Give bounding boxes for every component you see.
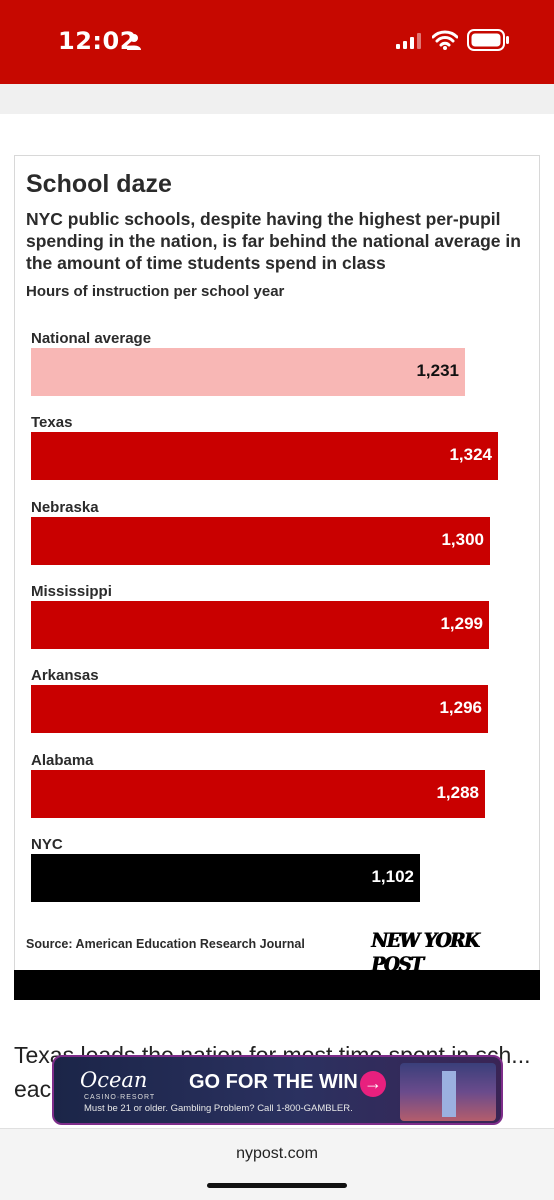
ad-brand-subtitle: CASINO·RESORT [84, 1094, 156, 1101]
chart-source: Source: American Education Research Jour… [26, 937, 305, 951]
bar: 1,299 [31, 600, 489, 649]
bar-label: Arkansas [31, 667, 99, 685]
bar-label: National average [31, 330, 152, 347]
bar-label: Texas [31, 414, 73, 432]
browser-url-bar[interactable]: nypost.com [0, 1128, 554, 1200]
clock: 12:02 [58, 27, 137, 55]
ad-brand-logo: Ocean [80, 1068, 148, 1092]
bar: 1,324 [31, 432, 498, 481]
bar-value-label: 1,231 [416, 361, 459, 380]
ad-banner[interactable]: Ocean CASINO·RESORT GO FOR THE WIN → Mus… [52, 1055, 503, 1125]
bar: 1,296 [31, 685, 488, 734]
home-indicator[interactable] [207, 1183, 347, 1188]
bar: 1,300 [31, 516, 490, 565]
bar: 1,231 [31, 348, 465, 396]
bar-value-label: 1,300 [441, 529, 484, 549]
wifi-icon [432, 30, 458, 50]
new-york-post-logo: NEW YORK POST [371, 928, 480, 976]
bar-label: NYC [31, 835, 63, 853]
cellular-signal-icon [396, 33, 421, 49]
person-icon [127, 34, 141, 50]
chart-subtitle: NYC public schools, despite having the h… [26, 209, 521, 273]
bar-value-label: 1,296 [439, 698, 482, 718]
bar-value-label: 1,288 [436, 782, 479, 802]
page-top-strip [0, 84, 554, 114]
ad-headline: GO FOR THE WIN [189, 1071, 358, 1093]
bar: 1,288 [31, 769, 485, 818]
bar-value-label: 1,324 [449, 445, 492, 465]
ad-resort-image [400, 1063, 496, 1121]
bar-label: Mississippi [31, 582, 112, 600]
status-bar: 12:02 [0, 0, 554, 84]
bar-value-label: 1,102 [371, 866, 414, 886]
battery-icon [467, 29, 509, 51]
arrow-right-icon[interactable]: → [360, 1071, 386, 1097]
chart-axis-label: Hours of instruction per school year [26, 283, 285, 300]
chart-title: School daze [26, 170, 172, 198]
bar-label: Nebraska [31, 498, 99, 516]
card-bottom-bar [14, 970, 540, 1000]
bar-label: Alabama [31, 751, 94, 769]
bar: 1,102 [31, 853, 420, 902]
bar-value-label: 1,299 [440, 613, 483, 633]
url-text[interactable]: nypost.com [236, 1145, 318, 1162]
ad-disclaimer: Must be 21 or older. Gambling Problem? C… [84, 1103, 353, 1114]
chart-card: School daze NYC public schools, despite … [14, 155, 540, 976]
